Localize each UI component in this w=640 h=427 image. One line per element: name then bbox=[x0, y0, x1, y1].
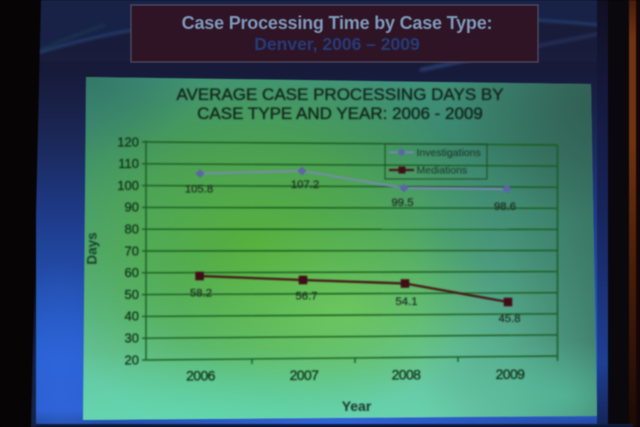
svg-text:2008: 2008 bbox=[392, 367, 422, 383]
svg-text:58.2: 58.2 bbox=[190, 288, 212, 300]
svg-text:30: 30 bbox=[125, 331, 139, 346]
svg-text:50: 50 bbox=[125, 287, 139, 302]
svg-text:Denver, 2006 – 2009: Denver, 2006 – 2009 bbox=[254, 34, 420, 54]
svg-text:20: 20 bbox=[125, 352, 139, 367]
svg-text:AVERAGE CASE PROCESSING DAYS B: AVERAGE CASE PROCESSING DAYS BY bbox=[176, 85, 503, 104]
svg-text:98.6: 98.6 bbox=[494, 201, 516, 213]
svg-text:60: 60 bbox=[125, 265, 139, 280]
svg-text:2006: 2006 bbox=[186, 368, 216, 384]
svg-text:2009: 2009 bbox=[496, 366, 526, 382]
svg-text:Mediations: Mediations bbox=[417, 165, 468, 177]
svg-text:Year: Year bbox=[342, 398, 372, 414]
svg-text:100: 100 bbox=[117, 178, 139, 193]
svg-text:70: 70 bbox=[125, 243, 139, 258]
svg-text:Investigations: Investigations bbox=[417, 147, 481, 159]
svg-text:120: 120 bbox=[117, 134, 139, 149]
svg-text:99.5: 99.5 bbox=[392, 197, 414, 209]
svg-text:45.8: 45.8 bbox=[499, 313, 521, 325]
svg-text:40: 40 bbox=[125, 309, 139, 324]
svg-text:110: 110 bbox=[118, 156, 139, 171]
svg-text:Case Processing Time by Case T: Case Processing Time by Case Type: bbox=[182, 13, 493, 33]
svg-text:80: 80 bbox=[125, 222, 139, 237]
svg-text:Days: Days bbox=[85, 232, 100, 264]
svg-text:105.8: 105.8 bbox=[185, 184, 213, 196]
svg-text:90: 90 bbox=[125, 200, 139, 215]
svg-text:54.1: 54.1 bbox=[396, 296, 418, 308]
svg-text:56.7: 56.7 bbox=[296, 291, 318, 303]
svg-text:2007: 2007 bbox=[290, 367, 320, 383]
svg-text:CASE TYPE AND YEAR: 2006 - 200: CASE TYPE AND YEAR: 2006 - 2009 bbox=[197, 104, 483, 123]
svg-text:107.2: 107.2 bbox=[291, 179, 319, 191]
